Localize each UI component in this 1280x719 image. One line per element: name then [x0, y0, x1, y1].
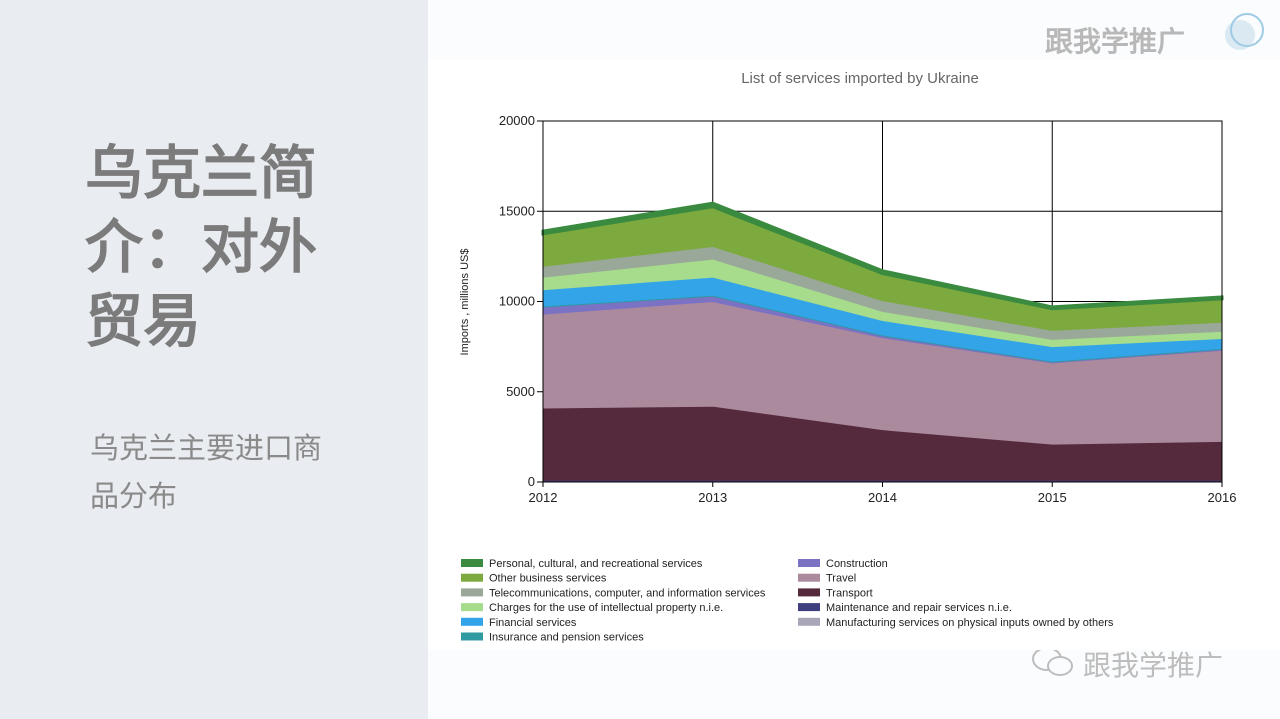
legend-swatch	[798, 603, 820, 612]
y-tick-label: 15000	[499, 203, 535, 218]
legend-label: Insurance and pension services	[489, 632, 644, 644]
legend-label: Personal, cultural, and recreational ser…	[489, 558, 703, 570]
legend-label: Travel	[826, 573, 856, 585]
legend-label: Maintenance and repair services n.i.e.	[826, 602, 1012, 614]
y-axis-label: Imports , millions US$	[459, 249, 471, 356]
x-tick-label: 2013	[698, 490, 727, 505]
legend-swatch	[461, 632, 483, 641]
y-tick-label: 20000	[499, 113, 535, 128]
logo-text: 跟我学推广	[1045, 25, 1186, 58]
legend-swatch	[798, 588, 820, 597]
legend-label: Financial services	[489, 617, 577, 629]
legend-swatch	[798, 559, 820, 567]
slide-title: 乌克兰简介：对外贸易	[85, 139, 318, 355]
legend-label: Transport	[826, 587, 873, 599]
legend-label: Manufacturing services on physical input…	[826, 617, 1114, 629]
legend-swatch	[798, 617, 820, 626]
wechat-icon	[1032, 647, 1073, 676]
x-tick-label: 2015	[1038, 490, 1067, 505]
legend-swatch	[461, 588, 483, 597]
legend-label: Construction	[826, 558, 888, 570]
x-tick-label: 2014	[868, 490, 897, 505]
y-tick-label: 5000	[506, 384, 535, 399]
x-tick-label: 2016	[1208, 490, 1237, 505]
legend-label: Telecommunications, computer, and inform…	[489, 587, 766, 599]
legend-swatch	[461, 603, 483, 612]
side-panel	[0, 0, 428, 719]
watermark: 跟我学推广	[1083, 649, 1224, 682]
logo-circles	[1225, 13, 1264, 50]
legend-swatch	[461, 573, 483, 582]
y-tick-label: 10000	[499, 294, 535, 309]
legend-swatch	[461, 559, 483, 567]
legend-label: Other business services	[489, 573, 607, 585]
y-tick-label: 0	[528, 474, 535, 489]
legend-swatch	[461, 617, 483, 626]
chart: List of services imported by Ukraine Imp…	[428, 60, 1280, 650]
x-tick-label: 2012	[529, 490, 558, 505]
legend-swatch	[798, 573, 820, 582]
slide-subtitle: 乌克兰主要进口商品分布	[90, 431, 323, 513]
legend-label: Charges for the use of intellectual prop…	[489, 602, 723, 614]
chart-title: List of services imported by Ukraine	[741, 70, 979, 87]
